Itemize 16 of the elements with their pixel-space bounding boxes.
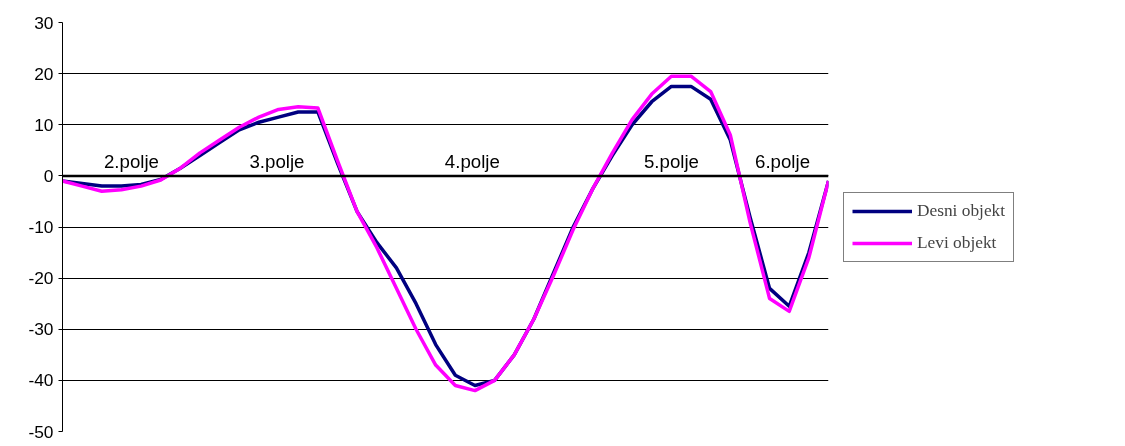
annotation: 2.polje [103, 150, 159, 172]
legend-label: Desni objekt [917, 200, 1006, 221]
y-tick-label: 10 [34, 114, 54, 135]
y-tick-label: -40 [28, 370, 54, 391]
legend-label: Levi objekt [917, 232, 997, 253]
y-tick-label: -50 [28, 421, 54, 442]
y-tick-label: 30 [34, 12, 54, 33]
annotation: 6.polje [755, 150, 811, 172]
y-tick-label: -20 [28, 268, 54, 289]
annotation: 4.polje [444, 150, 500, 172]
y-tick-label: -30 [28, 319, 54, 340]
annotation: 5.polje [643, 150, 699, 172]
annotation: 3.polje [249, 150, 305, 172]
y-tick-label: 20 [34, 63, 54, 84]
y-tick-label: 0 [43, 165, 54, 186]
y-tick-label: -10 [28, 217, 54, 237]
